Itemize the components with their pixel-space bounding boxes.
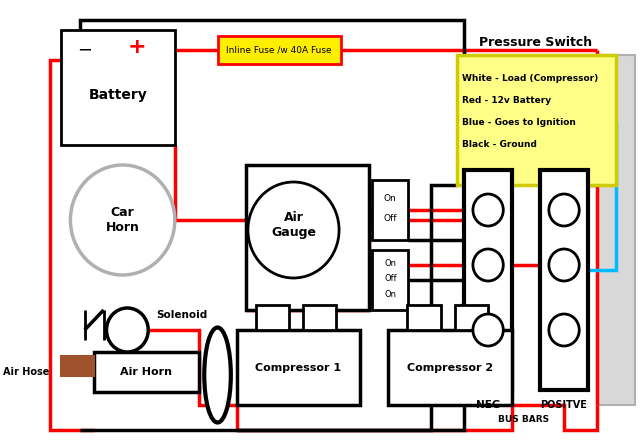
Text: Air Hose: Air Hose [3,367,49,377]
Text: White - Load (Compressor): White - Load (Compressor) [461,73,598,82]
Bar [455,305,488,330]
Text: Compressor 2: Compressor 2 [407,363,493,373]
Bar [408,305,440,330]
Circle shape [549,194,579,226]
Circle shape [473,314,503,346]
Text: Air
Gauge: Air Gauge [271,211,316,239]
Bar [540,170,588,390]
Circle shape [248,182,339,278]
Text: Car
Horn: Car Horn [106,206,140,234]
Text: Pressure Switch: Pressure Switch [479,36,592,49]
Text: Off: Off [383,214,397,222]
Bar [388,330,512,405]
Circle shape [473,249,503,281]
Text: Battery: Battery [88,88,147,102]
Text: NEG: NEG [476,400,500,410]
Text: Red - 12v Battery: Red - 12v Battery [461,96,550,105]
Bar [246,165,369,310]
Ellipse shape [204,328,231,422]
Text: Blue - Goes to Ignition: Blue - Goes to Ignition [461,117,575,126]
Text: Solenoid: Solenoid [156,310,207,320]
Text: +: + [127,37,146,57]
Text: On: On [384,194,397,202]
Bar [218,36,341,64]
Bar [255,305,289,330]
Bar [61,30,175,145]
Bar [597,55,636,405]
Bar [372,250,408,310]
Text: On: On [385,290,396,299]
Bar [465,170,512,390]
Text: Inline Fuse /w 40A Fuse: Inline Fuse /w 40A Fuse [227,45,332,54]
Text: POSITVE: POSITVE [541,400,588,410]
Circle shape [473,194,503,226]
Bar [372,180,408,240]
Text: ─: ─ [79,41,90,59]
Circle shape [70,165,175,275]
Text: Compressor 1: Compressor 1 [255,363,341,373]
Bar [61,356,94,376]
Circle shape [549,249,579,281]
Text: On: On [385,259,396,267]
Circle shape [549,314,579,346]
Bar [457,55,616,185]
Text: Air Horn: Air Horn [120,367,172,377]
Bar [237,330,360,405]
Circle shape [106,308,148,352]
Bar [303,305,336,330]
Text: Black - Ground: Black - Ground [461,139,536,149]
Bar [94,352,198,392]
Text: BUS BARS: BUS BARS [498,415,548,424]
Text: Off: Off [384,274,397,283]
